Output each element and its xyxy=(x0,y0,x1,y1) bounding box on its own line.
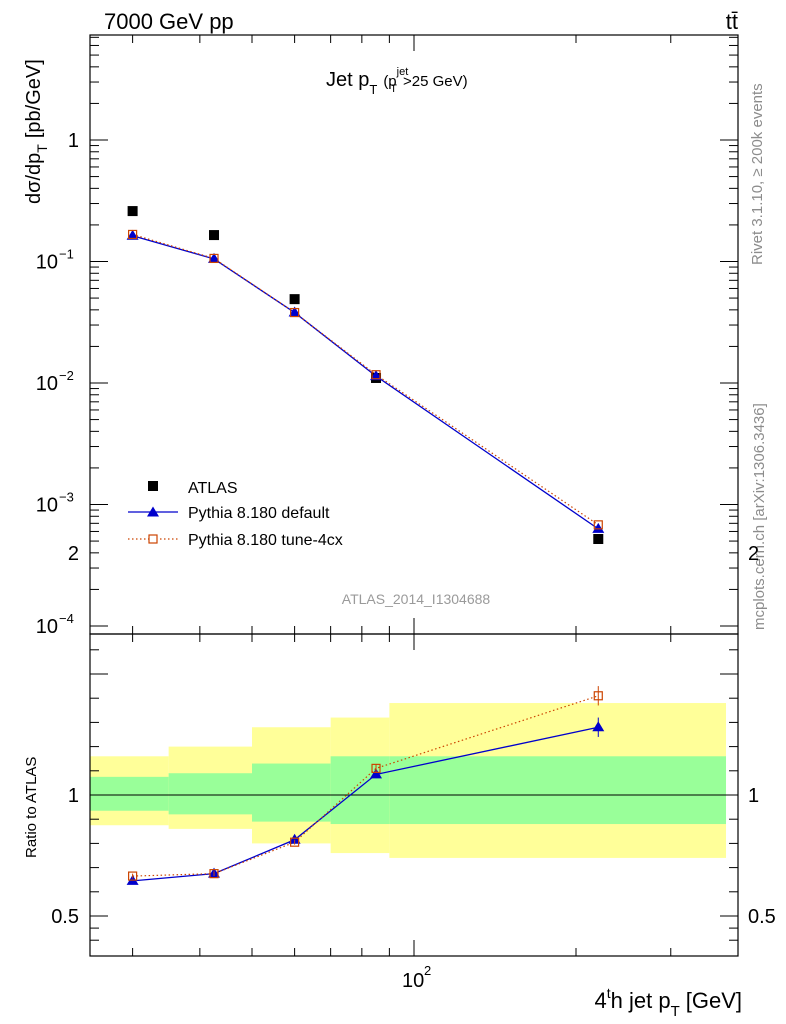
ratio-y-tick-label-right: 2 xyxy=(748,543,759,565)
tune-point xyxy=(209,253,219,264)
legend-atlas-label: ATLAS xyxy=(188,480,238,497)
mcplots-label: mcplots.cern.ch [arXiv:1306.3436] xyxy=(751,403,768,630)
ratio-y-tick-label-left: 1 xyxy=(68,785,79,807)
y-tick-label: 10 xyxy=(36,252,58,274)
y-tick-label: 10 xyxy=(36,373,58,395)
ratio-tune-point xyxy=(371,763,381,773)
plot-title: Jet pT (pjet T >25 GeV) xyxy=(326,66,468,97)
default-point xyxy=(592,522,605,533)
y-tick-label: 1 xyxy=(68,130,79,152)
ratio-default-point xyxy=(370,768,383,779)
legend-atlas-marker xyxy=(148,481,158,491)
band-inner-2 xyxy=(252,763,331,822)
y-tick-exponent: −3 xyxy=(59,490,74,505)
default-point xyxy=(288,306,301,317)
legend-default-label: Pythia 8.180 default xyxy=(188,505,330,522)
legend: ATLAS Pythia 8.180 default Pythia 8.180 … xyxy=(128,480,343,549)
ratio-y-tick-label-left: 2 xyxy=(68,543,79,565)
y-tick-exponent: −4 xyxy=(59,611,74,626)
default-point xyxy=(370,370,383,381)
y-tick-label: 10 xyxy=(36,495,58,517)
analysis-watermark: ATLAS_2014_I1304688 xyxy=(342,591,491,607)
x-tick-label: 10 xyxy=(402,970,424,992)
rivet-label: Rivet 3.1.10, ≥ 200k events xyxy=(749,83,766,265)
y-tick-label: 10 xyxy=(36,616,58,638)
tune-point xyxy=(128,229,138,240)
legend-tune-label: Pythia 8.180 tune-4cx xyxy=(188,532,343,549)
ratio-tune-point xyxy=(128,871,138,881)
y-tick-exponent: −2 xyxy=(59,368,74,383)
tune-point xyxy=(593,520,603,530)
ratio-y-tick-label-right: 0.5 xyxy=(748,906,776,928)
ratio-tune-point xyxy=(290,837,300,847)
band-inner-4 xyxy=(389,756,727,825)
ratio-default-point xyxy=(592,721,605,732)
ratio-y-tick-label-right: 1 xyxy=(748,785,759,807)
atlas-point xyxy=(289,294,300,305)
x-tick-exponent: 2 xyxy=(424,963,431,978)
main-ylabel: dσ/dpT[pb/GeV] xyxy=(23,59,50,204)
ratio-tune-point xyxy=(593,691,603,701)
default-point xyxy=(208,252,221,263)
ratio-ylabel: Ratio to ATLAS xyxy=(23,757,40,858)
atlas-point xyxy=(593,534,604,545)
legend-tune-marker xyxy=(148,534,158,544)
atlas-point xyxy=(209,230,220,241)
header-right: tt̄ xyxy=(726,9,738,34)
band-inner-1 xyxy=(168,773,252,815)
default-point xyxy=(126,229,139,240)
ratio-y-tick-label-left: 0.5 xyxy=(51,906,79,928)
header-left: 7000 GeV pp xyxy=(104,9,234,34)
ratio-tune-point xyxy=(209,869,219,879)
ratio-plot: 10 22 21 10.5 0.5 xyxy=(51,543,776,992)
band-inner-0 xyxy=(90,776,169,811)
tune-point xyxy=(371,370,381,380)
atlas-point xyxy=(127,206,138,217)
tune-point xyxy=(290,307,300,318)
tune-line xyxy=(132,233,599,526)
legend-default-marker xyxy=(147,506,159,517)
main-plot: 110−110−210−310−4 xyxy=(36,34,739,638)
y-tick-exponent: −1 xyxy=(59,247,74,262)
x-axis-label: 4th jet pT [GeV] xyxy=(595,985,743,1020)
